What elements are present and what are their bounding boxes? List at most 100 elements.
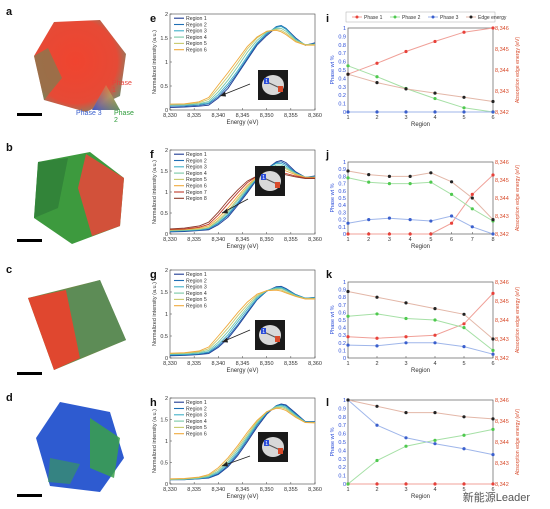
legend-label: Region 3	[186, 285, 207, 291]
legend-label: Region 8	[186, 196, 207, 202]
data-point-phase-3	[404, 436, 408, 440]
data-point-phase-3	[387, 216, 392, 220]
series-line-region-5	[170, 28, 315, 105]
x-tick-label: 3	[404, 361, 407, 367]
y2-axis-label: Absorption edge energy (eV)	[515, 37, 521, 104]
data-point-phase-1	[375, 336, 379, 340]
inset-path-line	[266, 443, 281, 451]
data-point-phase-2	[375, 312, 379, 316]
y2-tick-label: 8,344	[495, 440, 509, 446]
series-line-region-5	[169, 166, 315, 231]
data-point-edge-energy	[433, 91, 437, 95]
y-tick-label: 0.5	[160, 461, 168, 467]
y2-tick-label: 8,344	[495, 318, 509, 324]
y-tick-label: 0.5	[160, 334, 168, 340]
particle-image-c	[20, 274, 130, 374]
data-point-phase-3	[433, 110, 437, 114]
y2-tick-label: 8,345	[495, 47, 509, 53]
series-line-region-2	[169, 286, 316, 356]
panel-letter-k: k	[326, 269, 333, 281]
phase2-label: Phase 2	[114, 110, 134, 124]
x-tick-label: 5	[462, 115, 465, 121]
x-tick-label: 4	[433, 115, 436, 121]
y-tick-label: 1	[343, 398, 346, 404]
x-tick-label: 1	[346, 361, 349, 367]
data-point-phase-2	[408, 182, 412, 186]
data-point-edge-energy	[491, 218, 495, 222]
y2-tick-label: 8,345	[495, 178, 509, 184]
data-point-phase-2	[367, 180, 371, 184]
legend-label: Region 2	[186, 406, 207, 412]
x-tick-label: 8,350	[260, 113, 274, 119]
data-point-phase-1	[404, 482, 408, 486]
data-point-edge-energy	[408, 174, 412, 178]
y-tick-label: 1.5	[160, 169, 168, 175]
panel-letter-a: a	[6, 6, 13, 18]
data-point-phase-1	[433, 482, 437, 486]
xas-chart-g: g 8,330 8,335 8,340 8,345 8,350 8,355 8,360 0 0.5…	[150, 268, 322, 374]
series-line-phase-1	[347, 27, 494, 75]
inset-path-line	[263, 177, 278, 185]
data-point-edge-energy	[367, 173, 371, 177]
series-line-region-1	[169, 160, 316, 233]
series-line-region-6	[169, 407, 316, 480]
x-tick-label: 2	[375, 361, 378, 367]
series-line-phase-2	[347, 428, 494, 485]
series-line-edge-energy	[347, 291, 494, 340]
y-tick-label: 0.9	[338, 406, 346, 412]
data-point-edge-energy	[375, 295, 379, 299]
y-axis-label: Normalized intensity (a.u.)	[152, 282, 158, 346]
data-point-phase-2	[346, 482, 350, 486]
legend-label: Region 6	[186, 48, 207, 54]
y-tick-label: 0.1	[338, 348, 346, 354]
x-tick-label: 8,330	[163, 237, 177, 243]
data-point-phase-3	[433, 442, 437, 446]
inset-marker-1-label: 1	[262, 329, 265, 335]
x-tick-label: 1	[346, 487, 349, 493]
series-line-phase-3	[347, 215, 494, 235]
data-point-phase-1	[462, 482, 466, 486]
inset-photo-g: 1	[255, 320, 285, 350]
data-point-phase-3	[346, 343, 350, 347]
x-tick-label: 2	[375, 115, 378, 121]
inset-marker-end	[278, 86, 283, 92]
y-tick-label: 0.5	[160, 84, 168, 90]
data-point-phase-3	[462, 447, 466, 451]
x-tick-label: 2	[367, 237, 370, 243]
x-tick-label: 8,335	[187, 113, 201, 119]
y-tick-label: 0.4	[338, 203, 346, 209]
y-tick-label: 1.5	[160, 418, 168, 424]
data-point-phase-1	[404, 335, 408, 339]
panel-letter-e: e	[150, 13, 156, 25]
series-line-region-4	[169, 288, 316, 355]
data-point-edge-energy	[462, 95, 466, 99]
particle-a-graphic	[34, 20, 126, 112]
x-tick-label: 8,350	[260, 487, 274, 493]
x-tick-label: 8,360	[308, 361, 322, 367]
data-point-phase-3	[462, 345, 466, 349]
x-tick-label: 2	[375, 487, 378, 493]
x-tick-label: 4	[433, 361, 436, 367]
data-point-phase-3	[491, 453, 495, 457]
data-point-phase-1	[346, 232, 350, 236]
x-tick-label: 8	[491, 237, 494, 243]
y-tick-label: 1.5	[160, 290, 168, 296]
data-point-edge-energy	[404, 301, 408, 305]
panel-letter-j: j	[325, 149, 329, 161]
y2-tick-label: 8,343	[495, 337, 509, 343]
phase-chart-l: l 1 2 3 4 5 6 0 0.1 0.2 0.3 0.4 0.5 0.6 0.7 0.8 0.9 1 8,34…	[326, 397, 521, 500]
legend-label: Region 5	[186, 297, 207, 303]
legend-label: Region 1	[186, 16, 207, 22]
y-tick-label: 0.7	[338, 303, 346, 309]
x-tick-label: 1	[346, 237, 349, 243]
legend-label: Region 7	[186, 190, 207, 196]
particle-c-graphic	[28, 280, 126, 370]
phase-chart-k: k 1 2 3 4 5 6 0 0.10.2 0.30.4 0.5 0.60.7 0.80.9 1 8,34…	[326, 269, 521, 374]
y2-tick-label: 8,342	[495, 482, 509, 488]
x-tick-label: 8,340	[211, 113, 225, 119]
inset-photo-f: 1	[255, 166, 285, 196]
data-point-edge-energy	[470, 196, 474, 200]
y-tick-label: 0.8	[338, 43, 346, 49]
y-tick-label: 0	[343, 232, 346, 238]
data-point-phase-3	[408, 218, 412, 222]
